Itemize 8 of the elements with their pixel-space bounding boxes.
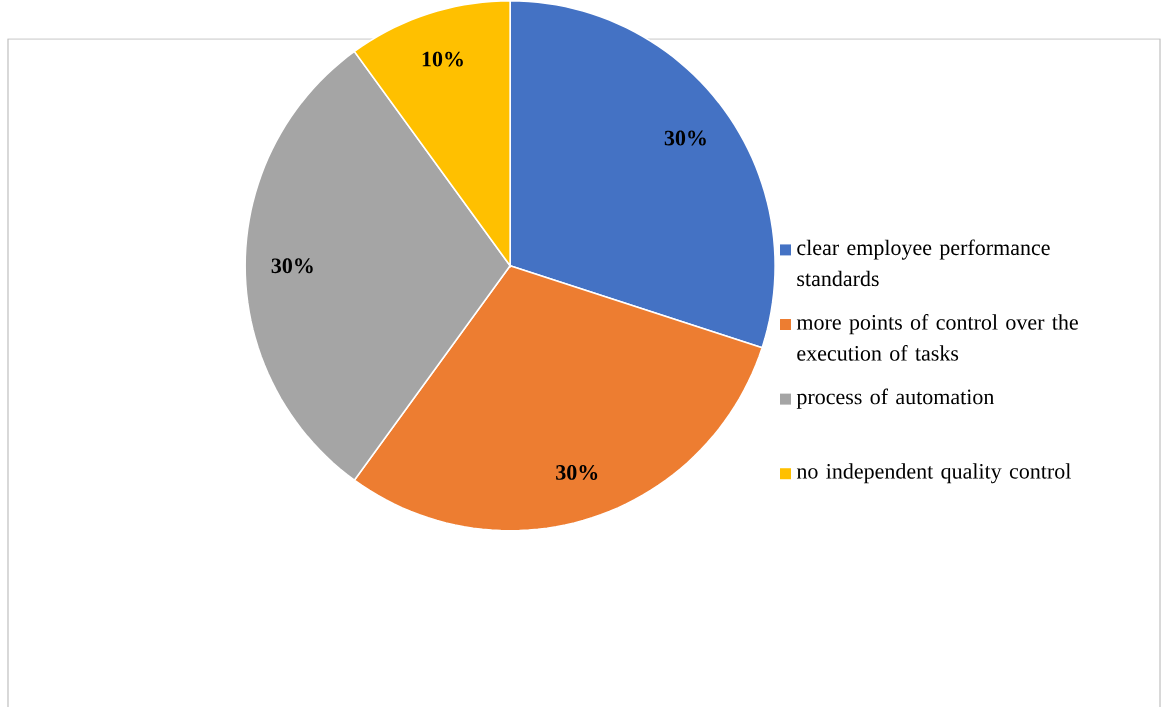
data-label: 10% — [422, 51, 463, 67]
legend-label: more points of control over the execution of tasks — [796, 314, 1078, 361]
legend-label: clear employee performance standards — [797, 239, 1050, 287]
data-label: 30% — [271, 258, 313, 274]
data-label: 30% — [664, 130, 706, 146]
legend-label: no independent quality control — [796, 463, 1071, 484]
legend-label: process of automation — [796, 388, 995, 409]
data-label: 30% — [556, 465, 598, 481]
